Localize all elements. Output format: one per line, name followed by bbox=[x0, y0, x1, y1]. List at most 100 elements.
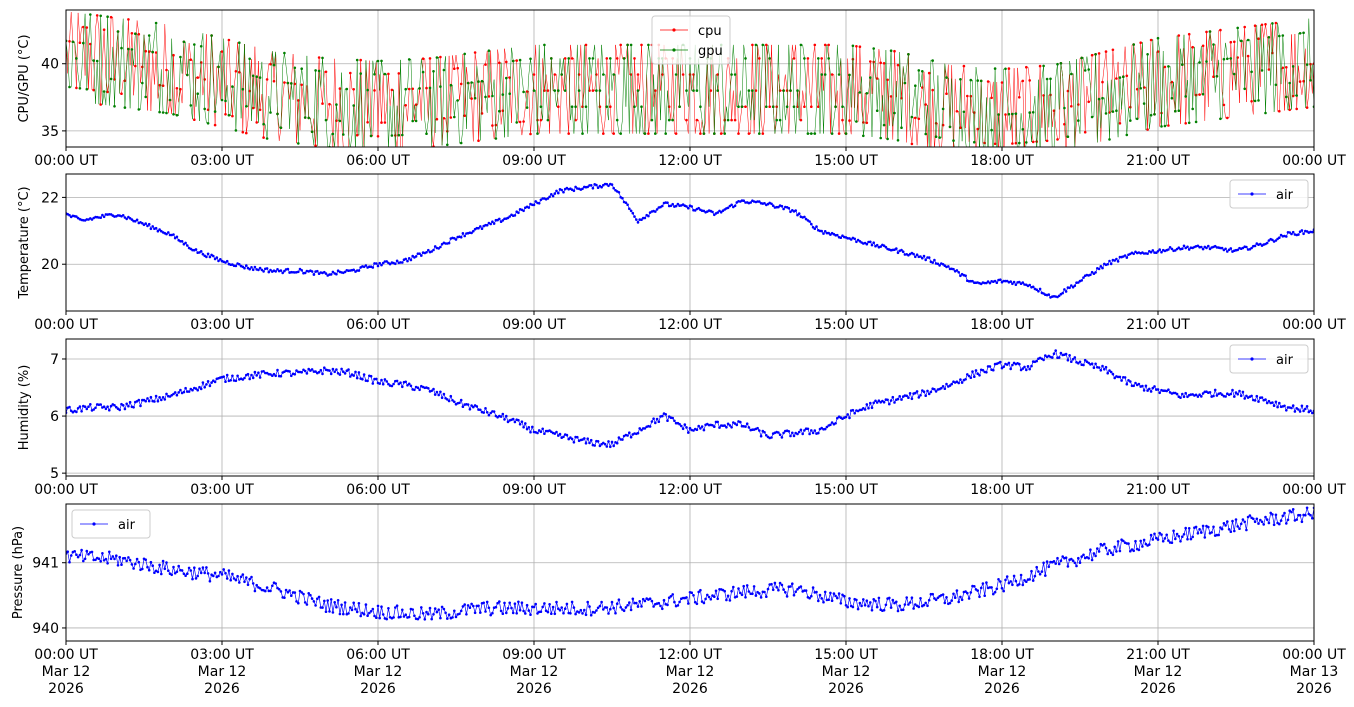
data-point bbox=[134, 562, 137, 566]
data-point bbox=[1149, 390, 1153, 393]
data-point bbox=[673, 419, 676, 423]
data-point bbox=[910, 596, 914, 599]
data-point bbox=[120, 563, 123, 566]
data-point bbox=[205, 255, 208, 259]
data-point bbox=[803, 429, 806, 432]
data-point bbox=[1259, 242, 1262, 246]
data-point bbox=[1047, 565, 1051, 569]
data-point bbox=[875, 605, 879, 609]
data-point bbox=[363, 148, 366, 151]
data-point bbox=[771, 105, 775, 108]
data-point bbox=[995, 281, 999, 285]
data-point bbox=[1281, 514, 1285, 518]
data-point bbox=[1028, 111, 1031, 114]
data-point bbox=[751, 89, 754, 92]
data-point bbox=[1106, 552, 1109, 556]
data-point bbox=[1302, 232, 1305, 236]
data-point bbox=[730, 203, 733, 207]
data-point bbox=[182, 572, 186, 576]
data-point bbox=[338, 87, 342, 90]
data-point bbox=[952, 153, 955, 156]
data-point bbox=[959, 595, 962, 599]
data-point bbox=[728, 424, 732, 427]
data-point bbox=[1177, 109, 1181, 112]
legend-marker bbox=[1250, 192, 1254, 196]
data-point bbox=[352, 374, 356, 377]
data-point bbox=[1094, 554, 1097, 558]
data-point bbox=[1274, 239, 1278, 242]
data-point bbox=[494, 605, 498, 609]
data-point bbox=[153, 571, 156, 574]
data-point bbox=[870, 406, 874, 410]
data-point bbox=[1243, 87, 1246, 91]
data-point bbox=[943, 601, 947, 605]
data-point bbox=[541, 427, 544, 431]
data-point bbox=[733, 73, 737, 76]
data-point bbox=[179, 388, 182, 392]
data-point bbox=[1012, 280, 1016, 284]
data-point bbox=[716, 597, 719, 601]
data-point bbox=[395, 604, 399, 607]
data-point bbox=[915, 390, 919, 393]
data-point bbox=[851, 605, 855, 609]
data-point bbox=[832, 592, 836, 595]
data-point bbox=[593, 444, 596, 447]
data-point bbox=[87, 405, 90, 409]
data-point bbox=[1290, 232, 1293, 236]
data-point bbox=[1305, 405, 1309, 408]
x-tick-label: 00:00 UT bbox=[34, 482, 98, 498]
legend-marker bbox=[672, 28, 676, 32]
data-point bbox=[1238, 527, 1241, 530]
data-point bbox=[1253, 399, 1257, 402]
data-point bbox=[997, 113, 1000, 116]
data-point bbox=[1031, 285, 1035, 289]
data-point bbox=[589, 613, 593, 617]
data-point bbox=[123, 216, 127, 219]
data-point bbox=[537, 202, 541, 205]
data-point bbox=[1201, 247, 1205, 251]
data-point bbox=[473, 51, 477, 54]
data-point bbox=[1090, 558, 1094, 562]
data-point bbox=[714, 589, 718, 593]
data-point bbox=[803, 57, 806, 60]
data-point bbox=[581, 132, 584, 135]
data-point bbox=[792, 593, 796, 597]
data-point bbox=[609, 57, 612, 60]
data-point bbox=[316, 597, 319, 600]
data-point bbox=[619, 606, 622, 609]
data-point bbox=[357, 371, 361, 374]
data-point bbox=[955, 589, 959, 592]
data-point bbox=[286, 591, 290, 594]
data-point bbox=[1115, 550, 1118, 553]
data-point bbox=[936, 262, 940, 266]
data-point bbox=[380, 263, 383, 267]
data-point bbox=[785, 89, 789, 92]
data-point bbox=[931, 88, 934, 92]
data-point bbox=[328, 369, 331, 372]
data-point bbox=[1035, 140, 1038, 143]
data-point bbox=[539, 105, 543, 108]
data-point bbox=[610, 600, 614, 604]
data-point bbox=[872, 241, 875, 244]
data-point bbox=[116, 564, 120, 567]
data-point bbox=[251, 74, 255, 78]
x-tick-label: Mar 12 bbox=[822, 664, 871, 680]
data-point bbox=[297, 99, 300, 102]
data-point bbox=[636, 73, 640, 76]
data-point bbox=[1224, 524, 1227, 527]
data-point bbox=[615, 118, 619, 122]
data-point bbox=[907, 603, 910, 606]
data-point bbox=[1167, 539, 1170, 542]
data-point bbox=[331, 367, 335, 371]
data-point bbox=[413, 614, 416, 618]
data-point bbox=[924, 103, 927, 106]
data-point bbox=[427, 387, 430, 390]
data-point bbox=[1229, 247, 1233, 250]
data-point bbox=[985, 371, 988, 374]
data-point bbox=[102, 559, 106, 562]
data-point bbox=[607, 184, 610, 188]
data-point bbox=[841, 234, 844, 237]
data-point bbox=[371, 382, 375, 385]
data-point bbox=[810, 105, 813, 108]
data-point bbox=[349, 71, 352, 75]
